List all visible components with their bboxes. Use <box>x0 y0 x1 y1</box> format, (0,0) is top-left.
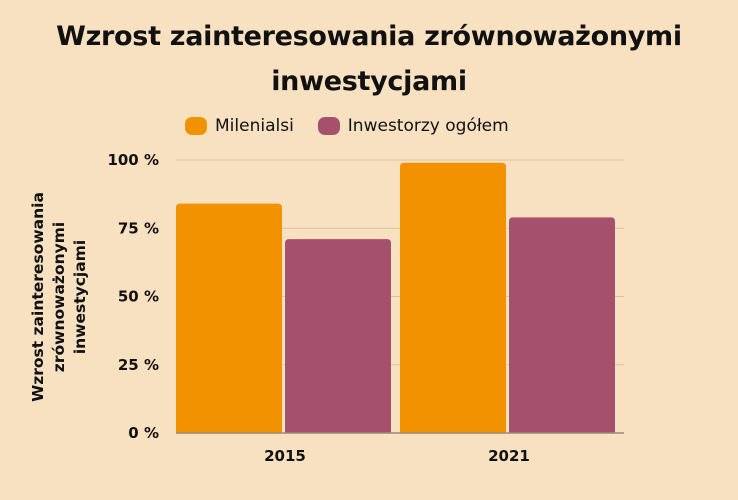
legend-item-milenialsi: Milenialsi <box>185 116 294 136</box>
y-tick-label: 100 % <box>107 151 159 169</box>
bar <box>176 203 282 433</box>
bar <box>509 217 615 433</box>
y-tick-label: 0 % <box>128 424 159 442</box>
x-tick-label: 2015 <box>264 447 306 465</box>
y-axis-label: Wzrost zainteresowania zrównoważonymi inwe… <box>29 192 89 402</box>
y-tick-labels: 0 % 25 % 50 % 75 % 100 % <box>107 151 159 442</box>
legend-swatch-milenialsi <box>185 117 207 135</box>
chart-title-line-1: Wzrost zainteresowania zrównoważonymi <box>56 21 682 52</box>
legend-swatch-inwestorzy-ogolem <box>317 117 340 135</box>
y-axis-label-line: zrównoważonymi <box>50 222 68 372</box>
bar <box>285 239 391 433</box>
y-tick-label: 25 % <box>118 356 159 374</box>
legend-label-inwestorzy-ogolem: Inwestorzy ogółem <box>347 116 509 136</box>
bar <box>400 162 506 434</box>
bars <box>176 162 615 434</box>
x-tick-labels: 2015 2021 <box>264 447 530 465</box>
chart-title-line-2: inwestycjami <box>271 66 467 97</box>
chart-title: Wzrost zainteresowania zrównoważonymi in… <box>0 14 738 104</box>
y-tick-label: 75 % <box>118 219 159 237</box>
y-tick-label: 50 % <box>118 288 159 306</box>
legend-label-milenialsi: Milenialsi <box>215 116 294 136</box>
x-tick-label: 2021 <box>488 447 530 465</box>
chart-legend: Milenialsi Inwestorzy ogółem <box>185 113 509 139</box>
legend-item-inwestorzy-ogolem: Inwestorzy ogółem <box>317 116 509 136</box>
y-axis-label-line: Wzrost zainteresowania <box>29 192 47 402</box>
y-axis-label-line: inwestycjami <box>71 240 89 354</box>
